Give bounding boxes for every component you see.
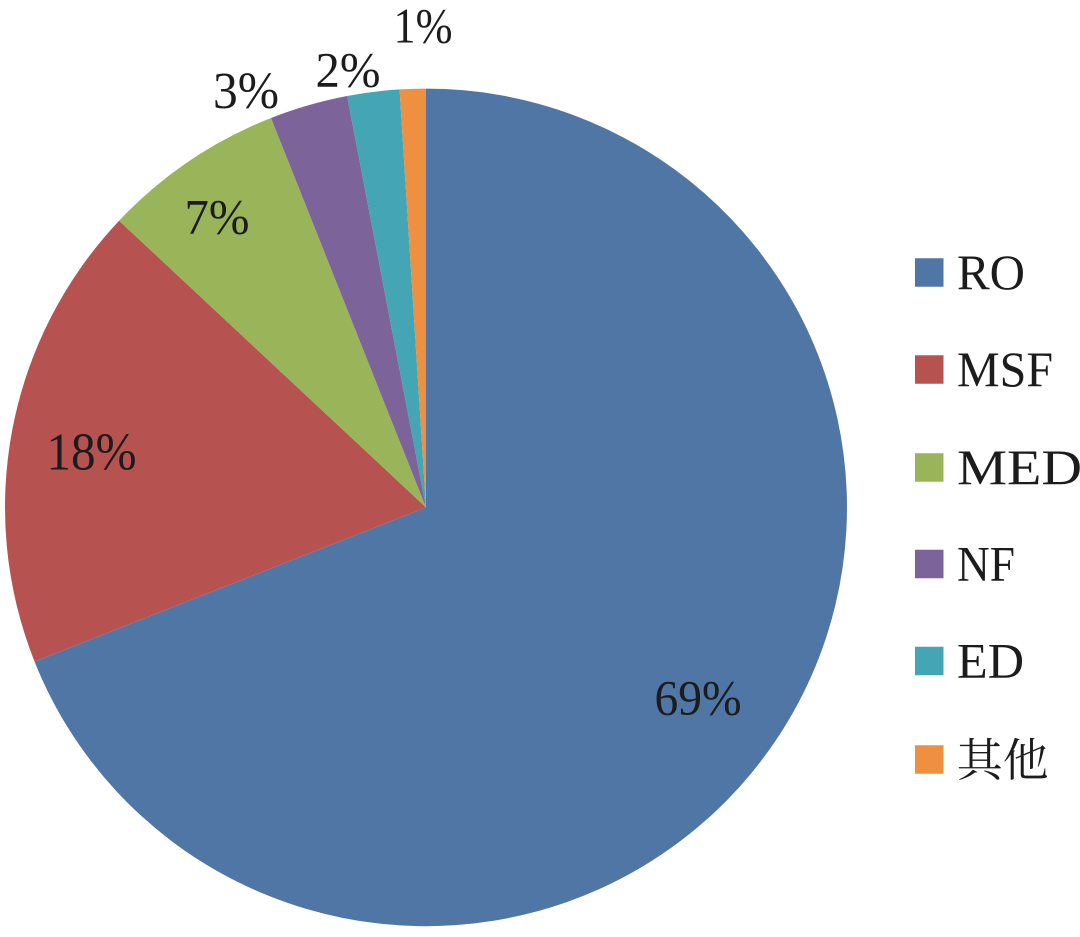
- svg-text:7%: 7%: [185, 189, 250, 245]
- svg-text:2%: 2%: [316, 42, 381, 98]
- svg-text:18%: 18%: [47, 424, 137, 482]
- svg-text:69%: 69%: [655, 670, 742, 726]
- svg-text:ED: ED: [957, 633, 1024, 689]
- svg-text:MED: MED: [957, 439, 1080, 495]
- svg-text:MSF: MSF: [957, 341, 1053, 397]
- svg-text:RO: RO: [957, 244, 1025, 300]
- svg-text:NF: NF: [957, 536, 1015, 592]
- svg-text:1%: 1%: [394, 0, 453, 54]
- svg-text:3%: 3%: [213, 63, 279, 120]
